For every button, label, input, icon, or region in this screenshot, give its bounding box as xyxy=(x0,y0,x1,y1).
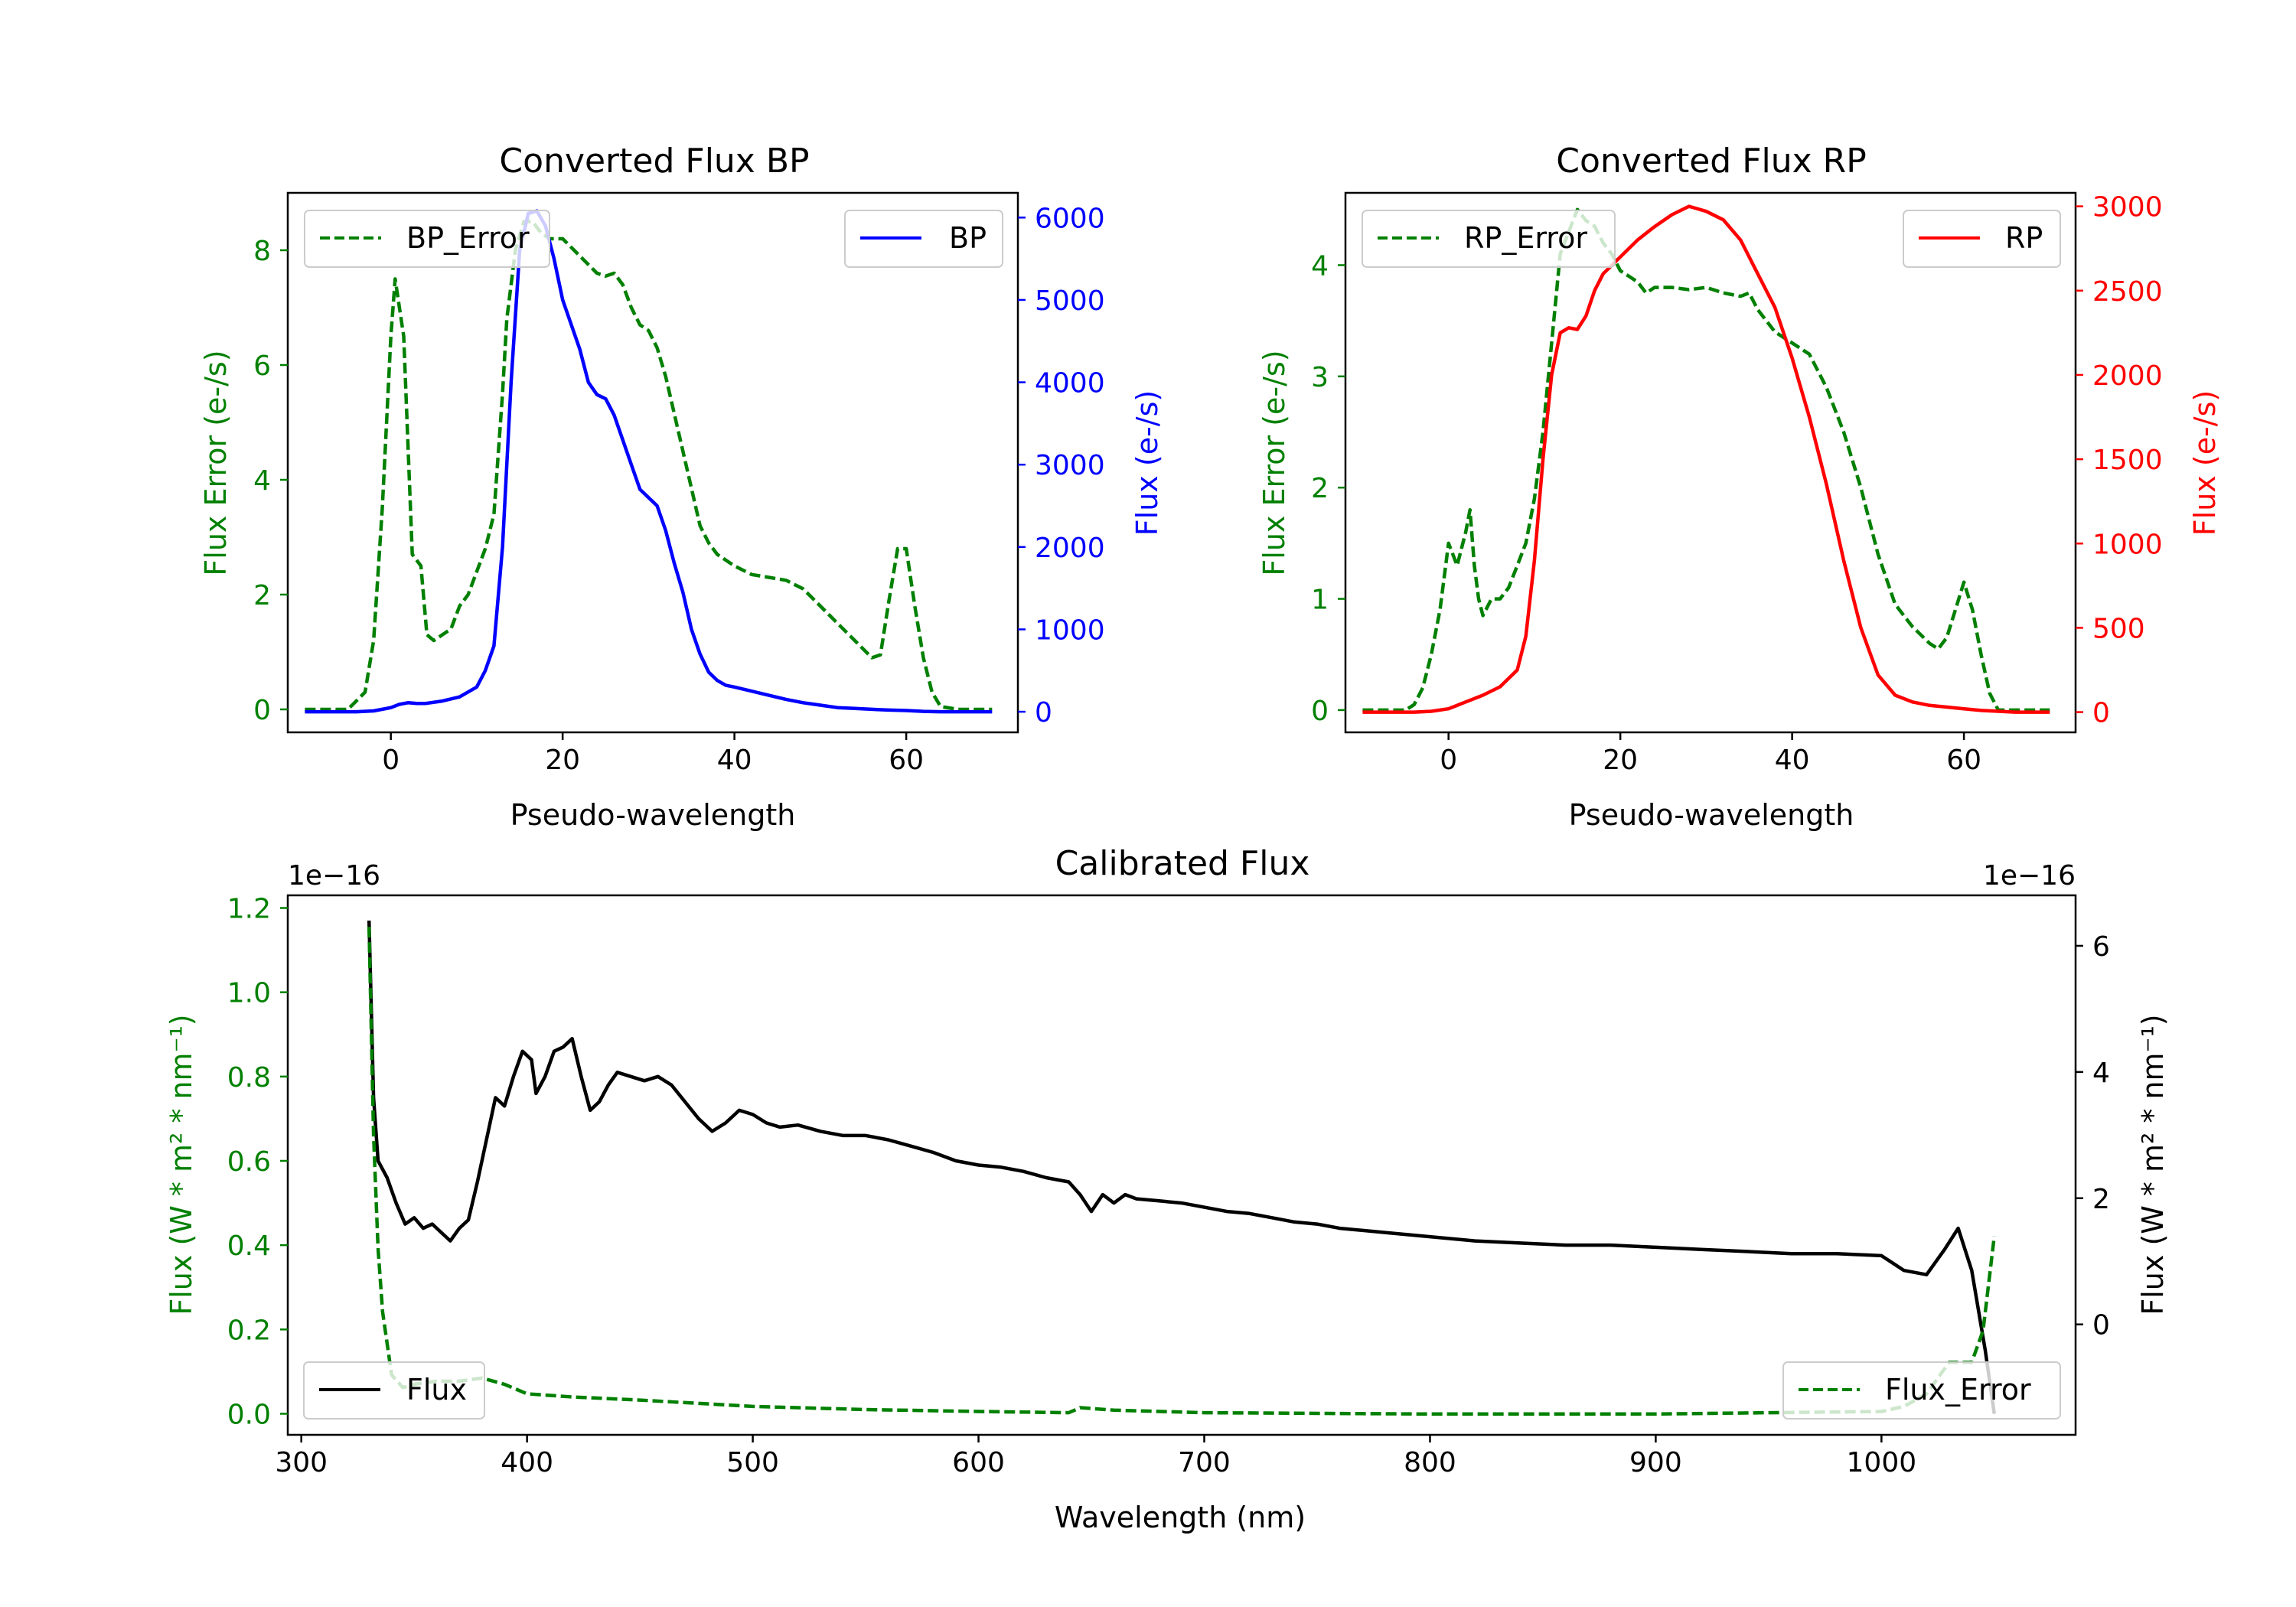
bp-title: Converted Flux BP xyxy=(499,142,809,181)
calibrated-x-axis-label: Wavelength (nm) xyxy=(1055,1501,1306,1534)
bp-right-axis-label: Flux (e-/s) xyxy=(1130,390,1164,536)
rp-left-tick-label: 2 xyxy=(1311,473,1329,504)
calibrated-left-axis-label: Flux (W * m² * nm⁻¹) xyxy=(165,1014,198,1315)
rp-left-tick-label: 0 xyxy=(1311,696,1329,727)
calibrated-right-axis-label: Flux (W * m² * nm⁻¹) xyxy=(2136,1014,2170,1315)
bp-left-tick-label: 2 xyxy=(253,580,271,611)
rp-right-tick-label: 1500 xyxy=(2092,445,2163,476)
calibrated-x-tick-label: 600 xyxy=(952,1447,1005,1478)
rp-error-legend-label: RP_Error xyxy=(1464,221,1587,255)
rp-plot-area xyxy=(1362,204,2050,714)
calibrated-right-tick-label: 6 xyxy=(2092,931,2110,963)
bp-plot-area xyxy=(305,209,993,714)
rp-flux-legend-label: RP xyxy=(2005,221,2043,255)
rp-left-tick-label: 1 xyxy=(1311,585,1329,616)
calibrated-left-tick-label: 0.4 xyxy=(227,1231,271,1262)
calibrated-series-flux-error xyxy=(367,927,1997,1416)
bp-flux-legend-label: BP xyxy=(949,221,987,255)
calibrated-left-offset-label: 1e−16 xyxy=(288,860,380,892)
calibrated-x-tick-label: 900 xyxy=(1629,1447,1682,1478)
calibrated-left-tick-label: 1.2 xyxy=(227,894,271,925)
calibrated-left-tick-label: 0.0 xyxy=(227,1399,271,1430)
calibrated-flux-legend-label: Flux xyxy=(406,1373,467,1407)
bp-right-tick-label: 3000 xyxy=(1035,450,1105,481)
rp-title: Converted Flux RP xyxy=(1556,142,1867,181)
bp-left-tick-label: 6 xyxy=(253,350,271,382)
calibrated-axes-frame xyxy=(286,894,2077,1436)
rp-series-rp-error xyxy=(1362,207,2050,712)
rp-right-tick-label: 2500 xyxy=(2092,276,2163,308)
rp-x-tick-label: 20 xyxy=(1603,745,1638,776)
calibrated-x-tick-label: 300 xyxy=(275,1447,328,1478)
bp-left-tick-label: 4 xyxy=(253,465,271,497)
rp-x-axis-label: Pseudo-wavelength xyxy=(1569,798,1854,832)
bp-x-tick-label: 0 xyxy=(382,745,400,776)
rp-left-axis-label: Flux Error (e-/s) xyxy=(1257,350,1291,575)
calibrated-flux-legend: Flux xyxy=(303,1361,485,1420)
bp-ticks: 0 20 40 60 0 2 4 6 8 0 1000 2000 3000 4000 5000 6000 xyxy=(253,203,1105,776)
calibrated-left-tick-label: 0.2 xyxy=(227,1315,271,1346)
bp-left-tick-label: 0 xyxy=(253,695,271,726)
rp-x-tick-label: 0 xyxy=(1440,745,1457,776)
bp-right-tick-label: 2000 xyxy=(1035,533,1105,564)
rp-axes-frame xyxy=(1344,191,2077,734)
calibrated-title: Calibrated Flux xyxy=(1055,844,1310,883)
bp-axes-frame xyxy=(286,191,1019,734)
bp-right-tick-label: 1000 xyxy=(1035,614,1105,646)
bp-error-legend-label: BP_Error xyxy=(406,221,530,255)
bp-flux-legend: BP xyxy=(844,210,1003,268)
bp-right-tick-label: 0 xyxy=(1035,697,1052,729)
calibrated-error-legend: Flux_Error xyxy=(1782,1361,2061,1420)
calibrated-right-tick-label: 0 xyxy=(2092,1310,2110,1341)
rp-right-tick-label: 3000 xyxy=(2092,192,2163,223)
calibrated-right-offset-label: 1e−16 xyxy=(1983,860,2076,892)
calibrated-left-tick-label: 0.6 xyxy=(227,1146,271,1178)
bp-series-bp xyxy=(305,209,993,714)
rp-right-axis-label: Flux (e-/s) xyxy=(2188,390,2222,536)
calibrated-panel: Calibrated Flux 1e−16 1e−16 Wavelength (… xyxy=(165,844,2170,1534)
calibrated-plot-area xyxy=(367,920,1997,1416)
bp-panel: Converted Flux BP Pseudo-wavelength Flux… xyxy=(199,142,1164,832)
bp-error-legend: BP_Error xyxy=(304,210,550,268)
rp-right-tick-label: 2000 xyxy=(2092,360,2163,392)
calibrated-series-flux xyxy=(367,920,1997,1414)
bp-left-axis-label: Flux Error (e-/s) xyxy=(199,350,233,575)
calibrated-x-tick-label: 500 xyxy=(726,1447,779,1478)
calibrated-error-legend-label: Flux_Error xyxy=(1885,1373,2031,1407)
rp-error-legend: RP_Error xyxy=(1362,210,1616,268)
bp-x-axis-label: Pseudo-wavelength xyxy=(510,798,796,832)
rp-panel: Converted Flux RP Pseudo-wavelength Flux… xyxy=(1257,142,2222,832)
calibrated-left-tick-label: 1.0 xyxy=(227,978,271,1009)
calibrated-x-tick-label: 1000 xyxy=(1847,1447,1917,1478)
rp-series-rp xyxy=(1362,204,2050,714)
bp-x-tick-label: 40 xyxy=(717,745,752,776)
rp-right-tick-label: 0 xyxy=(2092,698,2110,729)
calibrated-x-tick-label: 700 xyxy=(1178,1447,1231,1478)
calibrated-ticks: 300 400 500 600 700 800 900 1000 0.0 0.2 0.4 0.6 0.8… xyxy=(227,894,2110,1478)
calibrated-left-tick-label: 0.8 xyxy=(227,1062,271,1094)
bp-series-bp-error xyxy=(305,220,993,712)
rp-left-tick-label: 4 xyxy=(1311,250,1329,282)
bp-right-tick-label: 5000 xyxy=(1035,285,1105,317)
rp-x-tick-label: 40 xyxy=(1775,745,1810,776)
bp-left-tick-label: 8 xyxy=(253,236,271,267)
rp-right-tick-label: 500 xyxy=(2092,613,2145,644)
calibrated-right-tick-label: 2 xyxy=(2092,1184,2110,1215)
bp-right-tick-label: 4000 xyxy=(1035,368,1105,399)
bp-right-tick-label: 6000 xyxy=(1035,203,1105,234)
rp-x-tick-label: 60 xyxy=(1946,745,1981,776)
calibrated-x-tick-label: 800 xyxy=(1404,1447,1456,1478)
calibrated-x-tick-label: 400 xyxy=(501,1447,553,1478)
rp-right-tick-label: 1000 xyxy=(2092,529,2163,560)
rp-left-tick-label: 3 xyxy=(1311,362,1329,393)
bp-x-tick-label: 60 xyxy=(889,745,924,776)
calibrated-right-tick-label: 4 xyxy=(2092,1058,2110,1089)
rp-flux-legend: RP xyxy=(1903,210,2061,268)
bp-x-tick-label: 20 xyxy=(545,745,580,776)
